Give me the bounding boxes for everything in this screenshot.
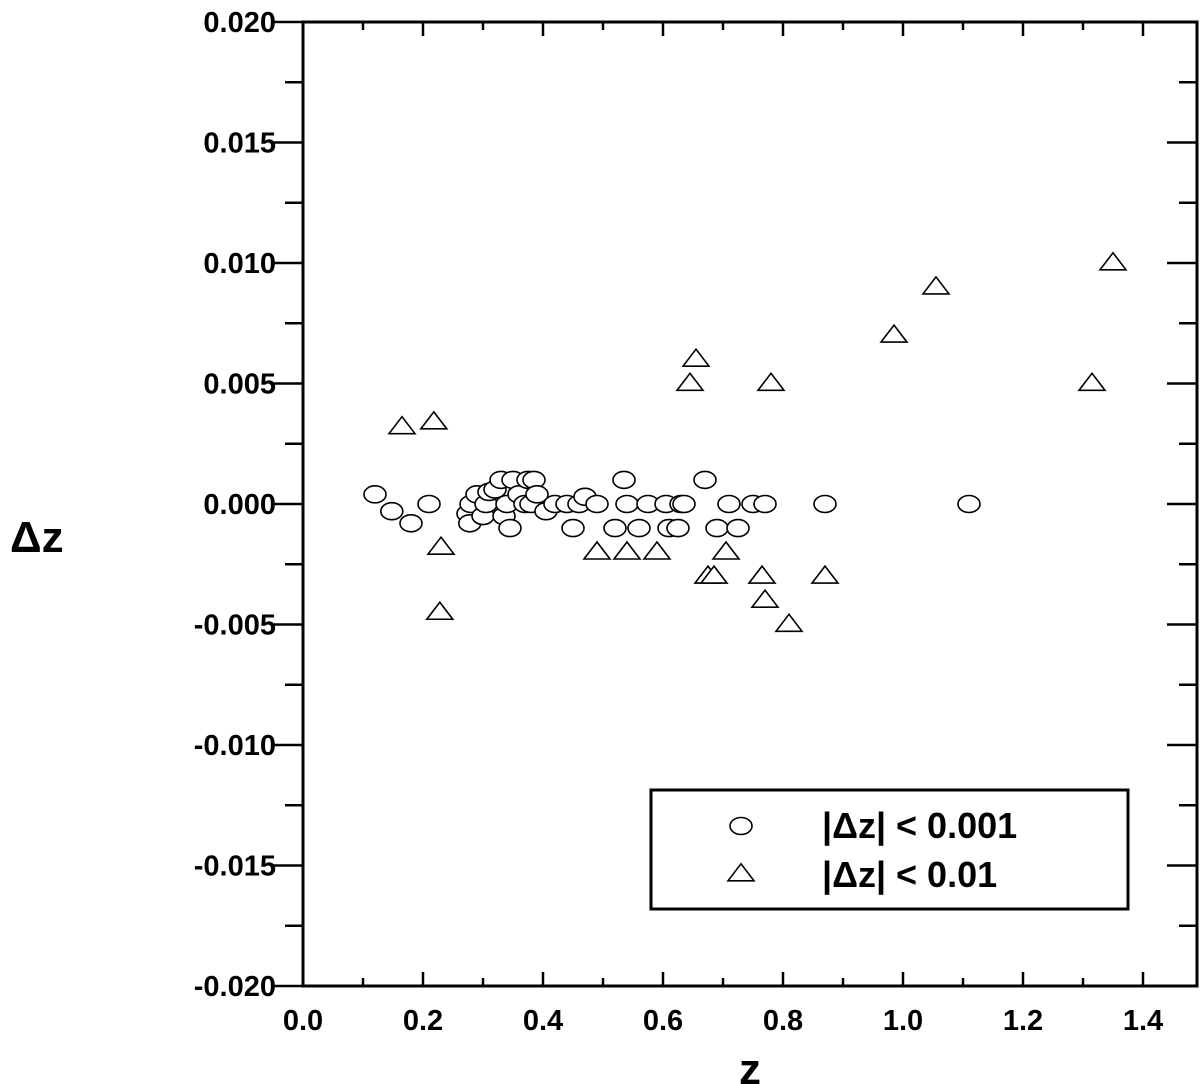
data-point-circle: [417, 494, 441, 514]
data-point-circle: [705, 518, 729, 538]
data-point-triangle: [774, 612, 804, 633]
data-point-circle: [612, 470, 636, 490]
data-point-circle: [693, 470, 717, 490]
y-tick-label: -0.005: [194, 610, 276, 642]
data-point-triangle: [387, 415, 417, 435]
data-point-triangle: [582, 540, 612, 560]
data-points: [363, 251, 1128, 633]
x-tick-label: 1.0: [883, 1005, 923, 1037]
data-point-circle: [525, 485, 549, 504]
y-axis-title: Δz: [10, 513, 64, 562]
data-point-triangle: [612, 540, 642, 560]
legend-label-triangle: |Δz| < 0.01: [822, 854, 997, 896]
data-point-triangle: [750, 588, 780, 609]
data-point-triangle: [419, 410, 449, 430]
data-point-triangle: [1077, 371, 1107, 392]
x-axis-title: z: [739, 1045, 761, 1084]
data-point-circle: [615, 494, 639, 514]
x-tick-label: 1.4: [1123, 1005, 1163, 1037]
x-tick-label: 0.4: [523, 1005, 563, 1037]
legend-circle-marker: [729, 816, 753, 836]
data-point-circle: [753, 494, 777, 514]
data-point-circle: [726, 518, 750, 538]
data-point-triangle: [642, 540, 672, 560]
data-point-circle: [957, 494, 981, 514]
data-point-circle: [717, 494, 741, 514]
y-tick-label: 0.015: [203, 128, 276, 160]
y-tick-label: 0.010: [203, 248, 276, 280]
data-point-circle: [672, 494, 696, 514]
data-point-circle: [813, 494, 837, 514]
axis-tick-labels: 0.0 0.2 0.4 0.6 0.8 1.0 1.2 1.4 0.020 0.015 0.010 0…: [194, 7, 1163, 1037]
data-point-circle: [498, 518, 522, 538]
legend-markers: [726, 816, 756, 882]
x-tick-label: 0.0: [283, 1005, 323, 1037]
y-tick-label: 0.020: [203, 7, 276, 39]
data-point-triangle: [756, 371, 786, 392]
y-tick-label: -0.020: [194, 971, 276, 1003]
axis-ticks: [273, 20, 1197, 988]
data-point-circle: [585, 494, 609, 514]
data-point-circle: [363, 485, 387, 504]
data-point-triangle: [879, 323, 909, 343]
data-point-triangle: [1098, 251, 1128, 271]
data-point-triangle: [921, 275, 951, 295]
data-point-triangle: [747, 564, 777, 584]
x-tick-label: 0.2: [403, 1005, 443, 1037]
data-point-triangle: [699, 564, 729, 584]
data-point-circle: [379, 501, 404, 521]
legend-triangle-marker: [726, 862, 756, 882]
y-tick-label: -0.010: [194, 730, 276, 762]
x-tick-label: 0.8: [763, 1005, 803, 1037]
data-point-circle: [399, 513, 423, 533]
legend: |Δz| < 0.001 |Δz| < 0.01: [649, 788, 1130, 911]
y-tick-label: 0.000: [203, 489, 276, 521]
data-point-circle: [561, 518, 585, 538]
data-point-triangle: [426, 535, 456, 555]
data-point-circle: [603, 518, 627, 538]
legend-box: [649, 788, 1130, 911]
y-tick-label: 0.005: [203, 369, 276, 401]
x-tick-label: 0.6: [643, 1005, 683, 1037]
data-point-circle: [666, 518, 690, 538]
data-point-triangle: [711, 540, 741, 560]
data-point-triangle: [810, 564, 840, 584]
data-point-triangle: [675, 371, 705, 392]
legend-label-circle: |Δz| < 0.001: [822, 805, 1017, 847]
y-tick-label: -0.015: [194, 851, 276, 883]
data-point-triangle: [425, 600, 455, 621]
data-point-circle: [627, 518, 651, 538]
data-point-triangle: [681, 347, 711, 368]
x-tick-label: 1.2: [1003, 1005, 1043, 1037]
